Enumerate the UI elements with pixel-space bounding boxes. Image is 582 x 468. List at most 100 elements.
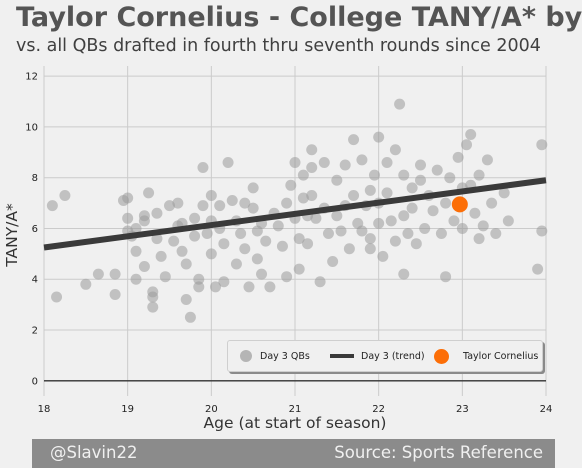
y-tick-label: 10 bbox=[25, 122, 38, 133]
data-point bbox=[164, 200, 175, 212]
x-tick-label: 19 bbox=[121, 404, 134, 415]
data-point bbox=[318, 156, 330, 168]
data-point bbox=[51, 291, 63, 303]
data-point bbox=[235, 228, 247, 240]
data-point bbox=[306, 189, 318, 201]
data-point bbox=[193, 273, 205, 285]
data-point bbox=[461, 139, 473, 151]
data-point bbox=[306, 144, 318, 156]
data-point bbox=[297, 192, 309, 204]
data-point bbox=[536, 139, 548, 151]
data-point bbox=[222, 156, 234, 168]
data-point bbox=[138, 215, 150, 227]
data-point bbox=[109, 268, 121, 280]
data-point bbox=[151, 207, 163, 219]
data-point bbox=[297, 169, 309, 181]
data-point bbox=[348, 134, 360, 146]
y-axis-label: TANY/A* bbox=[3, 203, 21, 268]
data-point bbox=[343, 243, 355, 255]
footer-source: Source: Sports Reference bbox=[334, 443, 543, 462]
data-point bbox=[285, 179, 297, 191]
data-point bbox=[180, 294, 192, 306]
data-point bbox=[143, 187, 155, 199]
data-point bbox=[197, 162, 209, 174]
data-point bbox=[427, 205, 439, 217]
data-point bbox=[293, 233, 305, 245]
data-point bbox=[331, 174, 343, 186]
data-point bbox=[473, 169, 485, 181]
data-point bbox=[314, 276, 326, 288]
legend-item-trend: Day 3 (trend) bbox=[330, 341, 425, 371]
data-point bbox=[440, 271, 452, 283]
data-point bbox=[251, 253, 263, 265]
data-point bbox=[419, 222, 431, 234]
footer-credit: @Slavin22 bbox=[50, 443, 138, 462]
data-point bbox=[289, 156, 301, 168]
x-axis-label: Age (at start of season) bbox=[204, 414, 387, 432]
data-point bbox=[389, 235, 401, 247]
y-tick-label: 12 bbox=[25, 72, 38, 83]
data-point bbox=[398, 169, 410, 181]
data-point bbox=[201, 228, 213, 240]
data-point bbox=[431, 164, 443, 176]
trend-line bbox=[43, 177, 547, 251]
chart-subtitle: vs. all QBs drafted in fourth thru seven… bbox=[16, 36, 541, 56]
data-point bbox=[381, 156, 393, 168]
x-tick-label: 20 bbox=[205, 404, 218, 415]
data-point bbox=[180, 258, 192, 270]
data-point bbox=[465, 129, 477, 141]
data-point bbox=[239, 243, 251, 255]
data-point bbox=[377, 250, 389, 262]
legend-item-day3: Day 3 QBs bbox=[240, 341, 310, 371]
data-point bbox=[356, 154, 368, 166]
data-point bbox=[415, 159, 426, 171]
data-point bbox=[473, 233, 485, 245]
data-point bbox=[410, 238, 422, 250]
data-point bbox=[373, 217, 385, 229]
data-point bbox=[327, 255, 339, 267]
data-point bbox=[322, 228, 334, 240]
legend-marker-trend bbox=[330, 354, 354, 358]
legend-label-player: Taylor Cornelius bbox=[463, 350, 539, 362]
data-point bbox=[214, 200, 226, 212]
data-point bbox=[406, 202, 418, 214]
highlight-point bbox=[451, 196, 468, 213]
data-point bbox=[335, 225, 347, 237]
data-point bbox=[435, 228, 447, 240]
data-point bbox=[481, 154, 493, 166]
data-point bbox=[448, 215, 460, 227]
data-point bbox=[477, 220, 489, 232]
data-point bbox=[122, 212, 134, 224]
data-point bbox=[92, 268, 104, 280]
data-point bbox=[264, 281, 276, 293]
data-point bbox=[364, 184, 376, 196]
data-point bbox=[281, 271, 293, 283]
y-tick-label: 6 bbox=[32, 224, 38, 235]
data-point bbox=[147, 301, 159, 313]
data-point bbox=[205, 248, 217, 260]
data-point bbox=[498, 187, 510, 199]
data-point bbox=[130, 245, 142, 257]
data-point bbox=[151, 233, 163, 245]
data-point bbox=[59, 189, 71, 201]
legend-item-player: Taylor Cornelius bbox=[434, 341, 538, 371]
x-tick-label: 24 bbox=[540, 404, 553, 415]
data-point bbox=[452, 151, 464, 163]
data-point bbox=[276, 240, 288, 252]
data-point bbox=[243, 281, 255, 293]
data-point bbox=[302, 238, 314, 250]
y-tick-label: 2 bbox=[32, 326, 38, 337]
data-point bbox=[218, 276, 230, 288]
data-point bbox=[184, 311, 196, 323]
data-point bbox=[147, 291, 159, 303]
data-point bbox=[80, 278, 92, 290]
data-point bbox=[398, 210, 410, 222]
data-point bbox=[339, 159, 351, 171]
data-point bbox=[109, 288, 121, 300]
legend-label-trend: Day 3 (trend) bbox=[361, 350, 425, 362]
data-point bbox=[356, 225, 368, 237]
footer-bar: @Slavin22 Source: Sports Reference bbox=[32, 439, 555, 468]
data-point bbox=[138, 261, 150, 273]
data-point bbox=[256, 268, 268, 280]
